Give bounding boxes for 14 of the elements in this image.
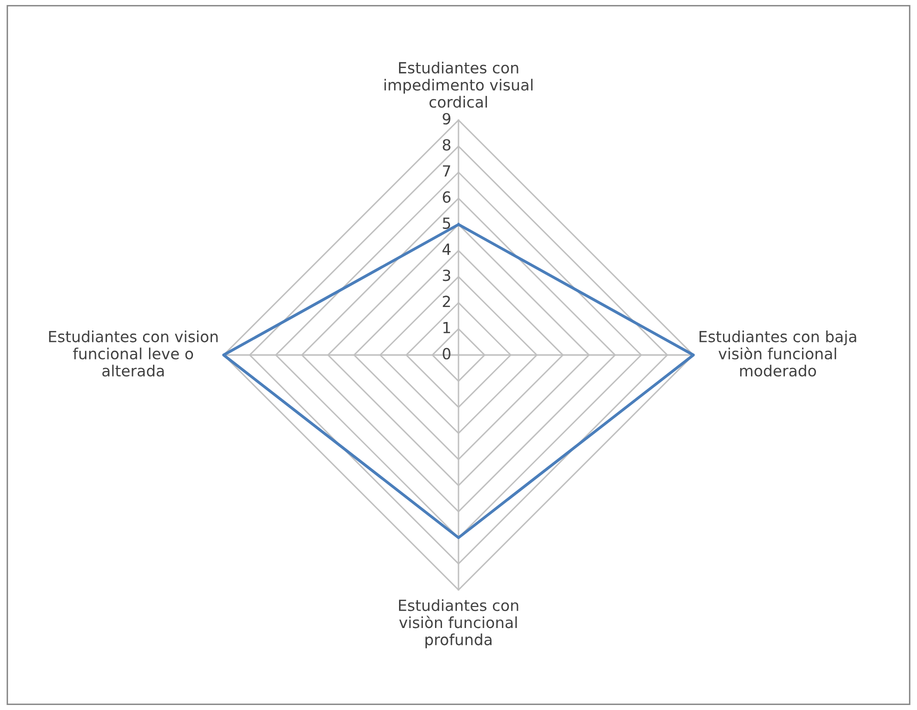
spoke-label: Estudiantes con baja visiòn funcional moderado bbox=[700, 330, 856, 377]
y-tick-label: 4 bbox=[442, 244, 451, 255]
y-tick-label: 3 bbox=[442, 270, 450, 282]
spoke-label: Estudiantes con vision funcional leve o alterada bbox=[49, 330, 218, 377]
y-tick-label: 9 bbox=[442, 112, 450, 125]
spoke-label: Estudiantes con impedimento visual cordical bbox=[384, 62, 532, 108]
y-tick-label: 2 bbox=[442, 296, 450, 308]
y-tick-label: 8 bbox=[442, 139, 450, 151]
y-tick-label: 6 bbox=[442, 191, 450, 203]
y-tick-label: 1 bbox=[443, 322, 450, 334]
spoke-label: Estudiantes con visiòn funcional profunda bbox=[399, 599, 518, 648]
y-tick-label: 5 bbox=[442, 218, 450, 229]
y-tick-label: 0 bbox=[442, 348, 450, 360]
y-tick-label: 7 bbox=[442, 165, 450, 177]
